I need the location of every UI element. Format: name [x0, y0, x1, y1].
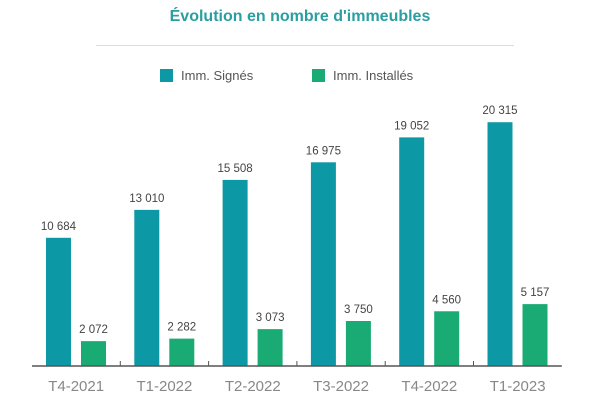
legend-label-installes: Imm. Installés	[333, 68, 414, 83]
x-tick-label: T4-2021	[48, 378, 104, 395]
bar-signes	[487, 122, 513, 366]
value-label: 19 052	[394, 120, 429, 132]
x-tick-label: T2-2022	[225, 378, 281, 395]
value-label: 4 560	[432, 294, 461, 306]
value-label: 10 684	[41, 221, 77, 233]
bar-signes	[310, 162, 336, 366]
x-tick-label: T4-2022	[401, 378, 457, 395]
title-divider	[96, 45, 514, 46]
x-tick-label: T1-2022	[137, 378, 193, 395]
legend-swatch-installes	[312, 69, 325, 82]
legend-item-installes: Imm. Installés	[312, 68, 413, 83]
chart-title: Évolution en nombre d'immeubles	[169, 8, 431, 25]
value-label: 13 010	[129, 193, 164, 205]
value-label: 5 157	[521, 287, 550, 299]
legend-item-signes: Imm. Signés	[160, 68, 253, 83]
bar-installes	[257, 329, 283, 366]
x-tick-label: T1-2023	[490, 378, 546, 395]
bar-installes	[81, 341, 106, 366]
bar-installes	[345, 321, 371, 366]
legend-label-signes: Imm. Signés	[181, 68, 254, 83]
bar-installes	[169, 338, 195, 366]
bar-signes	[222, 179, 248, 366]
value-label: 15 508	[218, 163, 253, 175]
bar-installes	[522, 304, 548, 366]
value-label: 2 282	[167, 322, 196, 334]
legend-swatch-signes	[160, 69, 173, 82]
value-label: 20 315	[482, 105, 517, 117]
bar-signes	[46, 237, 71, 366]
value-label: 2 072	[79, 324, 108, 336]
bar-installes	[434, 311, 460, 366]
value-label: 3 750	[344, 304, 373, 316]
x-tick-label: T3-2022	[313, 378, 369, 395]
value-label: 16 975	[306, 145, 341, 157]
value-label: 3 073	[256, 312, 285, 324]
bar-signes	[134, 209, 160, 366]
bar-signes	[399, 137, 425, 366]
